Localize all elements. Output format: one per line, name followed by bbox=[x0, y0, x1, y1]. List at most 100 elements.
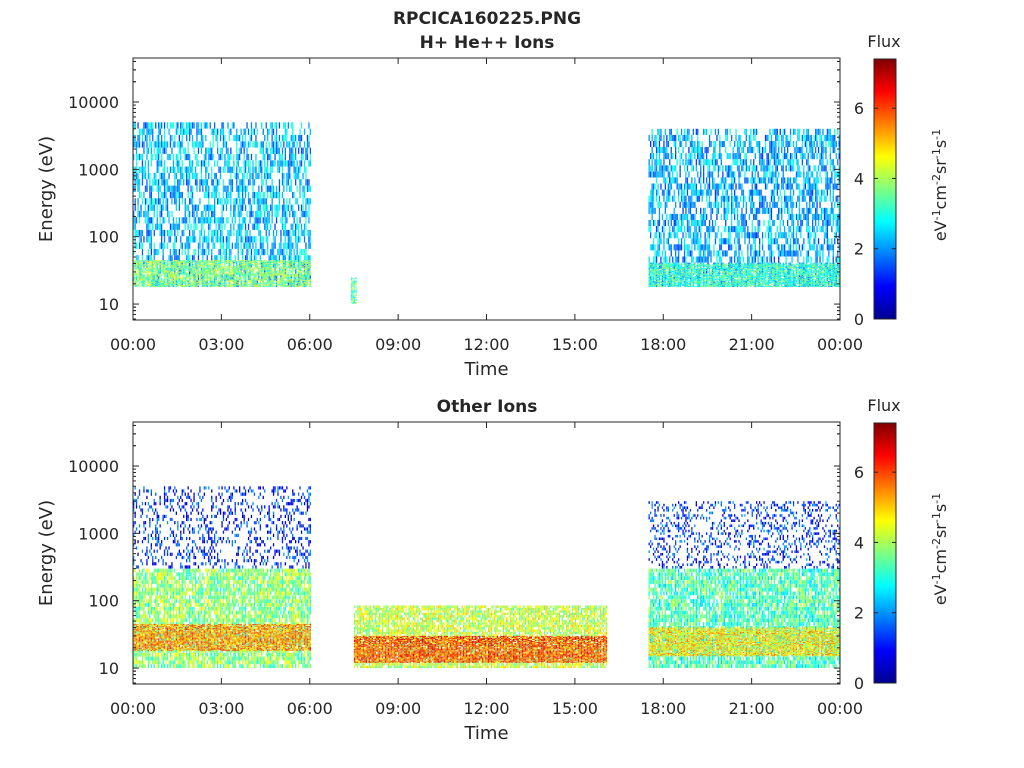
heatmap-cell bbox=[205, 205, 206, 211]
heatmap-cell bbox=[145, 217, 146, 223]
heatmap-cell bbox=[183, 217, 184, 223]
heatmap-cell bbox=[167, 154, 168, 160]
heatmap-cell bbox=[189, 236, 190, 242]
heatmap-cell bbox=[211, 249, 212, 255]
heatmap-cell bbox=[218, 198, 219, 204]
heatmap-cell bbox=[179, 198, 180, 204]
heatmap-cell bbox=[140, 205, 141, 211]
heatmap-cell bbox=[182, 129, 183, 135]
heatmap-cell bbox=[269, 211, 270, 217]
heatmap-cell bbox=[238, 186, 239, 192]
heatmap-cell bbox=[236, 186, 237, 192]
heatmap-cell bbox=[196, 186, 197, 192]
heatmap-cell bbox=[146, 179, 147, 185]
heatmap-cell bbox=[164, 186, 165, 192]
heatmap-cell bbox=[182, 198, 183, 204]
heatmap-cell bbox=[170, 224, 171, 230]
heatmap-cell bbox=[201, 122, 202, 128]
heatmap-cell bbox=[236, 230, 237, 236]
heatmap-cell bbox=[170, 122, 171, 128]
heatmap-cell bbox=[176, 192, 177, 198]
heatmap-cell bbox=[227, 186, 228, 192]
heatmap-cell bbox=[163, 141, 164, 147]
heatmap-cell bbox=[167, 186, 168, 192]
heatmap-cell bbox=[280, 236, 281, 242]
heatmap-cell bbox=[158, 154, 159, 160]
heatmap-cell bbox=[152, 224, 153, 230]
heatmap-cell bbox=[264, 217, 265, 223]
heatmap-cell bbox=[151, 205, 152, 211]
heatmap-cell bbox=[208, 230, 209, 236]
heatmap-cell bbox=[263, 129, 264, 135]
heatmap-cell bbox=[266, 179, 267, 185]
heatmap-cell bbox=[165, 141, 166, 147]
heatmap-cell bbox=[154, 148, 155, 154]
heatmap-cell bbox=[149, 179, 150, 185]
heatmap-cell bbox=[204, 122, 205, 128]
heatmap-cell bbox=[241, 236, 242, 242]
heatmap-cell bbox=[143, 173, 144, 179]
heatmap-cell bbox=[220, 148, 221, 154]
heatmap-cell bbox=[233, 122, 234, 128]
heatmap-cell bbox=[193, 173, 194, 179]
heatmap-cell bbox=[139, 236, 140, 242]
heatmap-cell bbox=[195, 249, 196, 255]
heatmap-cell bbox=[198, 141, 199, 147]
heatmap-cell bbox=[226, 141, 227, 147]
heatmap-cell bbox=[227, 217, 228, 223]
heatmap-cell bbox=[193, 141, 194, 147]
heatmap-cell bbox=[258, 217, 259, 223]
heatmap-cell bbox=[171, 186, 172, 192]
heatmap-cell bbox=[199, 198, 200, 204]
heatmap-cell bbox=[272, 129, 273, 135]
heatmap-cell bbox=[186, 179, 187, 185]
heatmap-cell bbox=[217, 135, 218, 141]
heatmap-cell bbox=[146, 154, 147, 160]
heatmap-cell bbox=[216, 230, 217, 236]
heatmap-cell bbox=[263, 141, 264, 147]
heatmap-cell bbox=[266, 198, 267, 204]
heatmap-cell bbox=[140, 167, 141, 173]
heatmap-cell bbox=[161, 173, 162, 179]
heatmap-cell bbox=[233, 224, 234, 230]
heatmap-cell bbox=[164, 192, 165, 198]
heatmap-cell bbox=[286, 198, 287, 204]
heatmap-cell bbox=[202, 141, 203, 147]
heatmap-cell bbox=[210, 154, 211, 160]
heatmap-cell bbox=[183, 173, 184, 179]
heatmap-cell bbox=[269, 186, 270, 192]
heatmap-cell bbox=[236, 129, 237, 135]
heatmap-cell bbox=[263, 236, 264, 242]
heatmap-cell bbox=[168, 230, 169, 236]
heatmap-cell bbox=[196, 205, 197, 211]
heatmap-cell bbox=[223, 249, 224, 255]
heatmap-cell bbox=[163, 243, 164, 249]
heatmap-cell bbox=[201, 217, 202, 223]
heatmap-cell bbox=[207, 205, 208, 211]
heatmap-cell bbox=[182, 230, 183, 236]
heatmap-cell bbox=[163, 230, 164, 236]
heatmap-cell bbox=[227, 192, 228, 198]
heatmap-cell bbox=[226, 186, 227, 192]
heatmap-cell bbox=[188, 211, 189, 217]
heatmap-cell bbox=[252, 192, 253, 198]
heatmap-cell bbox=[170, 141, 171, 147]
heatmap-cell bbox=[205, 249, 206, 255]
heatmap-cell bbox=[202, 249, 203, 255]
heatmap-cell bbox=[254, 198, 255, 204]
heatmap-cell bbox=[142, 179, 143, 185]
heatmap-cell bbox=[136, 173, 137, 179]
heatmap-cell bbox=[288, 255, 289, 261]
heatmap-cell bbox=[192, 211, 193, 217]
heatmap-cell bbox=[198, 148, 199, 154]
heatmap-cell bbox=[277, 148, 278, 154]
heatmap-cell bbox=[272, 198, 273, 204]
heatmap-cell bbox=[185, 249, 186, 255]
heatmap-cell bbox=[196, 211, 197, 217]
heatmap-cell bbox=[236, 160, 237, 166]
heatmap-cell bbox=[186, 167, 187, 173]
heatmap-cell bbox=[142, 167, 143, 173]
heatmap-cell bbox=[142, 249, 143, 255]
heatmap-cell bbox=[249, 135, 250, 141]
heatmap-cell bbox=[229, 160, 230, 166]
